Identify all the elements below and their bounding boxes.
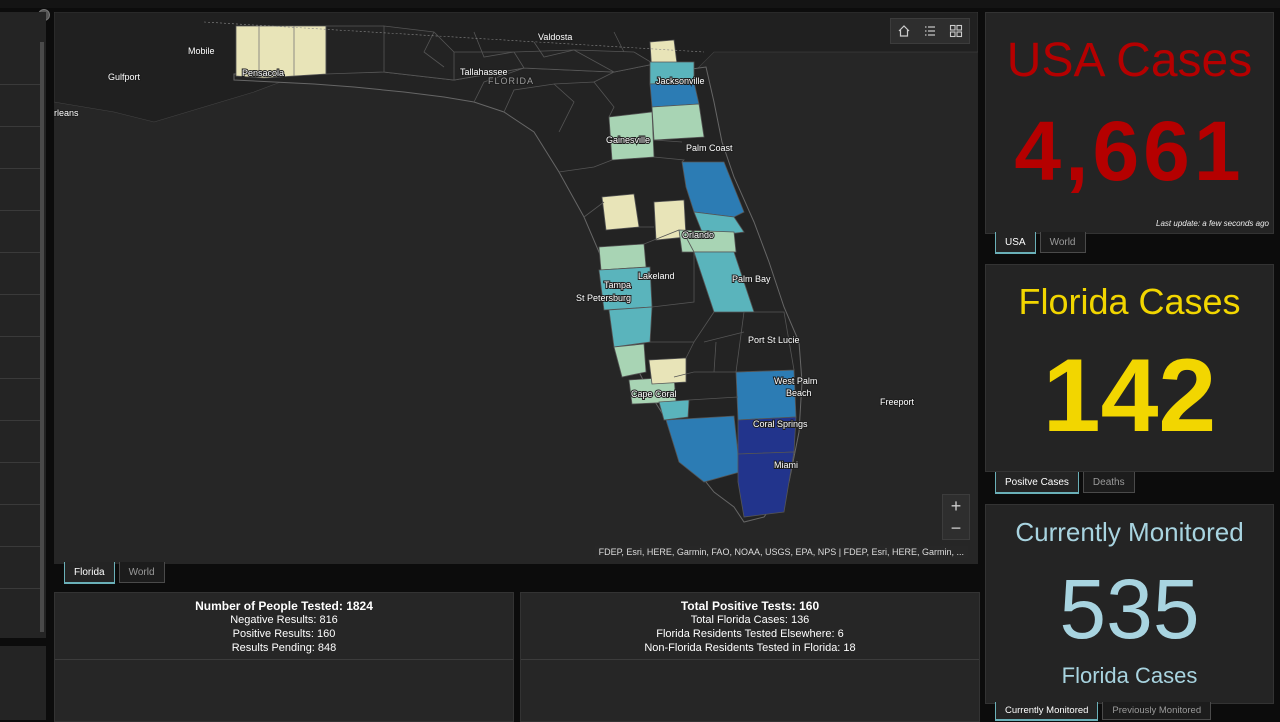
map-label-pensacola: Pensacola [242,68,284,78]
list-item[interactable] [0,588,40,589]
tab-previously-monitored[interactable]: Previously Monitored [1102,702,1212,720]
divider [521,659,979,660]
tab-florida[interactable]: Florida [64,562,115,584]
map-label-st-petersburg: St Petersburg [576,293,631,303]
zoom-in-button[interactable]: + [950,495,962,516]
list-item[interactable] [0,546,40,547]
tab-world[interactable]: World [1039,232,1086,253]
list-item[interactable] [0,210,40,211]
top-bar [0,0,1280,8]
map-tabs: Florida World [64,562,165,584]
results-pending: Results Pending: 848 [231,642,337,654]
monitored-value: 535 [1059,562,1200,656]
list-item[interactable] [0,168,40,169]
positive-tests-panel: Total Positive Tests: 160 Total Florida … [520,592,980,722]
map-label-orleans: rleans [54,108,79,118]
map-label-lakeland: Lakeland [638,271,675,281]
monitored-title: Currently Monitored [1015,517,1244,547]
basemap-gallery-icon[interactable] [943,19,969,43]
list-item[interactable] [0,462,40,463]
tab-positive-cases[interactable]: Positve Cases [995,472,1079,494]
tab-deaths[interactable]: Deaths [1082,472,1135,493]
list-item[interactable] [0,294,40,295]
list-item[interactable] [0,420,40,421]
map-label-west-palm-beach: Beach [786,388,812,398]
map-toolbar [890,18,970,44]
map-label-gulfport: Gulfport [108,72,141,82]
map-label-palm-bay: Palm Bay [732,274,771,284]
map-view[interactable]: Valdosta Mobile Gulfport rleans Tallahas… [54,12,978,564]
positive-title: Total Positive Tests: 160 [680,599,820,613]
tab-usa[interactable]: USA [995,232,1036,254]
total-florida-cases: Total Florida Cases: 136 [690,614,810,626]
map-label-palm-coast: Palm Coast [686,143,733,153]
left-list-panel [0,12,46,638]
map-label-tallahassee: Tallahassee [460,67,508,77]
list-item[interactable] [0,504,40,505]
tab-world[interactable]: World [118,562,165,583]
usa-cases-title: USA Cases [1006,34,1253,87]
florida-cases-title: Florida Cases [1018,281,1241,322]
map-label-port-st-lucie: Port St Lucie [748,335,800,345]
zoom-control: + − [942,494,970,540]
map-label-jacksonville: Jacksonville [656,76,705,86]
list-item[interactable] [0,336,40,337]
home-icon[interactable] [891,19,917,43]
usa-cases-counter: USA Cases 4,661 Last update: a few secon… [985,12,1274,234]
map-label-tampa: Tampa [604,280,631,290]
divider [55,659,513,660]
usa-cases-value: 4,661 [1014,104,1245,198]
tab-currently-monitored[interactable]: Currently Monitored [995,702,1099,721]
list-item[interactable] [0,84,40,85]
map-label-mobile: Mobile [188,46,215,56]
list-item[interactable] [0,378,40,379]
non-residents-tested: Non-Florida Residents Tested in Florida:… [644,642,856,654]
residents-tested-elsewhere: Florida Residents Tested Elsewhere: 6 [656,628,844,640]
usa-tabs: USA World [995,232,1086,254]
map-label-west-palm: West Palm [774,376,817,386]
monitored-subtitle: Florida Cases [1061,663,1198,688]
map-label-valdosta: Valdosta [538,32,572,42]
positive-results: Positive Results: 160 [232,628,336,640]
zoom-out-button[interactable]: − [950,517,962,538]
negative-results: Negative Results: 816 [230,614,338,626]
list-item[interactable] [0,252,40,253]
legend-list-icon[interactable] [917,19,943,43]
florida-tabs: Positve Cases Deaths [995,472,1135,494]
list-item[interactable] [0,126,40,127]
map-attribution: FDEP, Esri, HERE, Garmin, FAO, NOAA, USG… [594,546,968,558]
left-bottom-panel [0,646,46,720]
map-label-florida: FLORIDA [488,76,534,86]
monitored-counter: Currently Monitored 535 Florida Cases [985,504,1274,704]
map-label-freeport: Freeport [880,397,915,407]
map-label-coral-springs: Coral Springs [753,419,808,429]
florida-cases-counter: Florida Cases 142 [985,264,1274,472]
scrollbar[interactable] [40,42,44,632]
map-label-orlando: Orlando [682,230,714,240]
florida-map[interactable]: Valdosta Mobile Gulfport rleans Tallahas… [54,12,978,564]
map-label-gainesville: Gainesville [606,135,650,145]
map-label-cape-coral: Cape Coral [631,389,677,399]
tested-panel: Number of People Tested: 1824 Negative R… [54,592,514,722]
map-label-miami: Miami [774,460,798,470]
florida-cases-value: 142 [1042,338,1217,454]
monitored-tabs: Currently Monitored Previously Monitored [995,702,1212,721]
tested-title: Number of People Tested: 1824 [195,599,373,613]
last-update-text: Last update: a few seconds ago [1156,219,1269,228]
